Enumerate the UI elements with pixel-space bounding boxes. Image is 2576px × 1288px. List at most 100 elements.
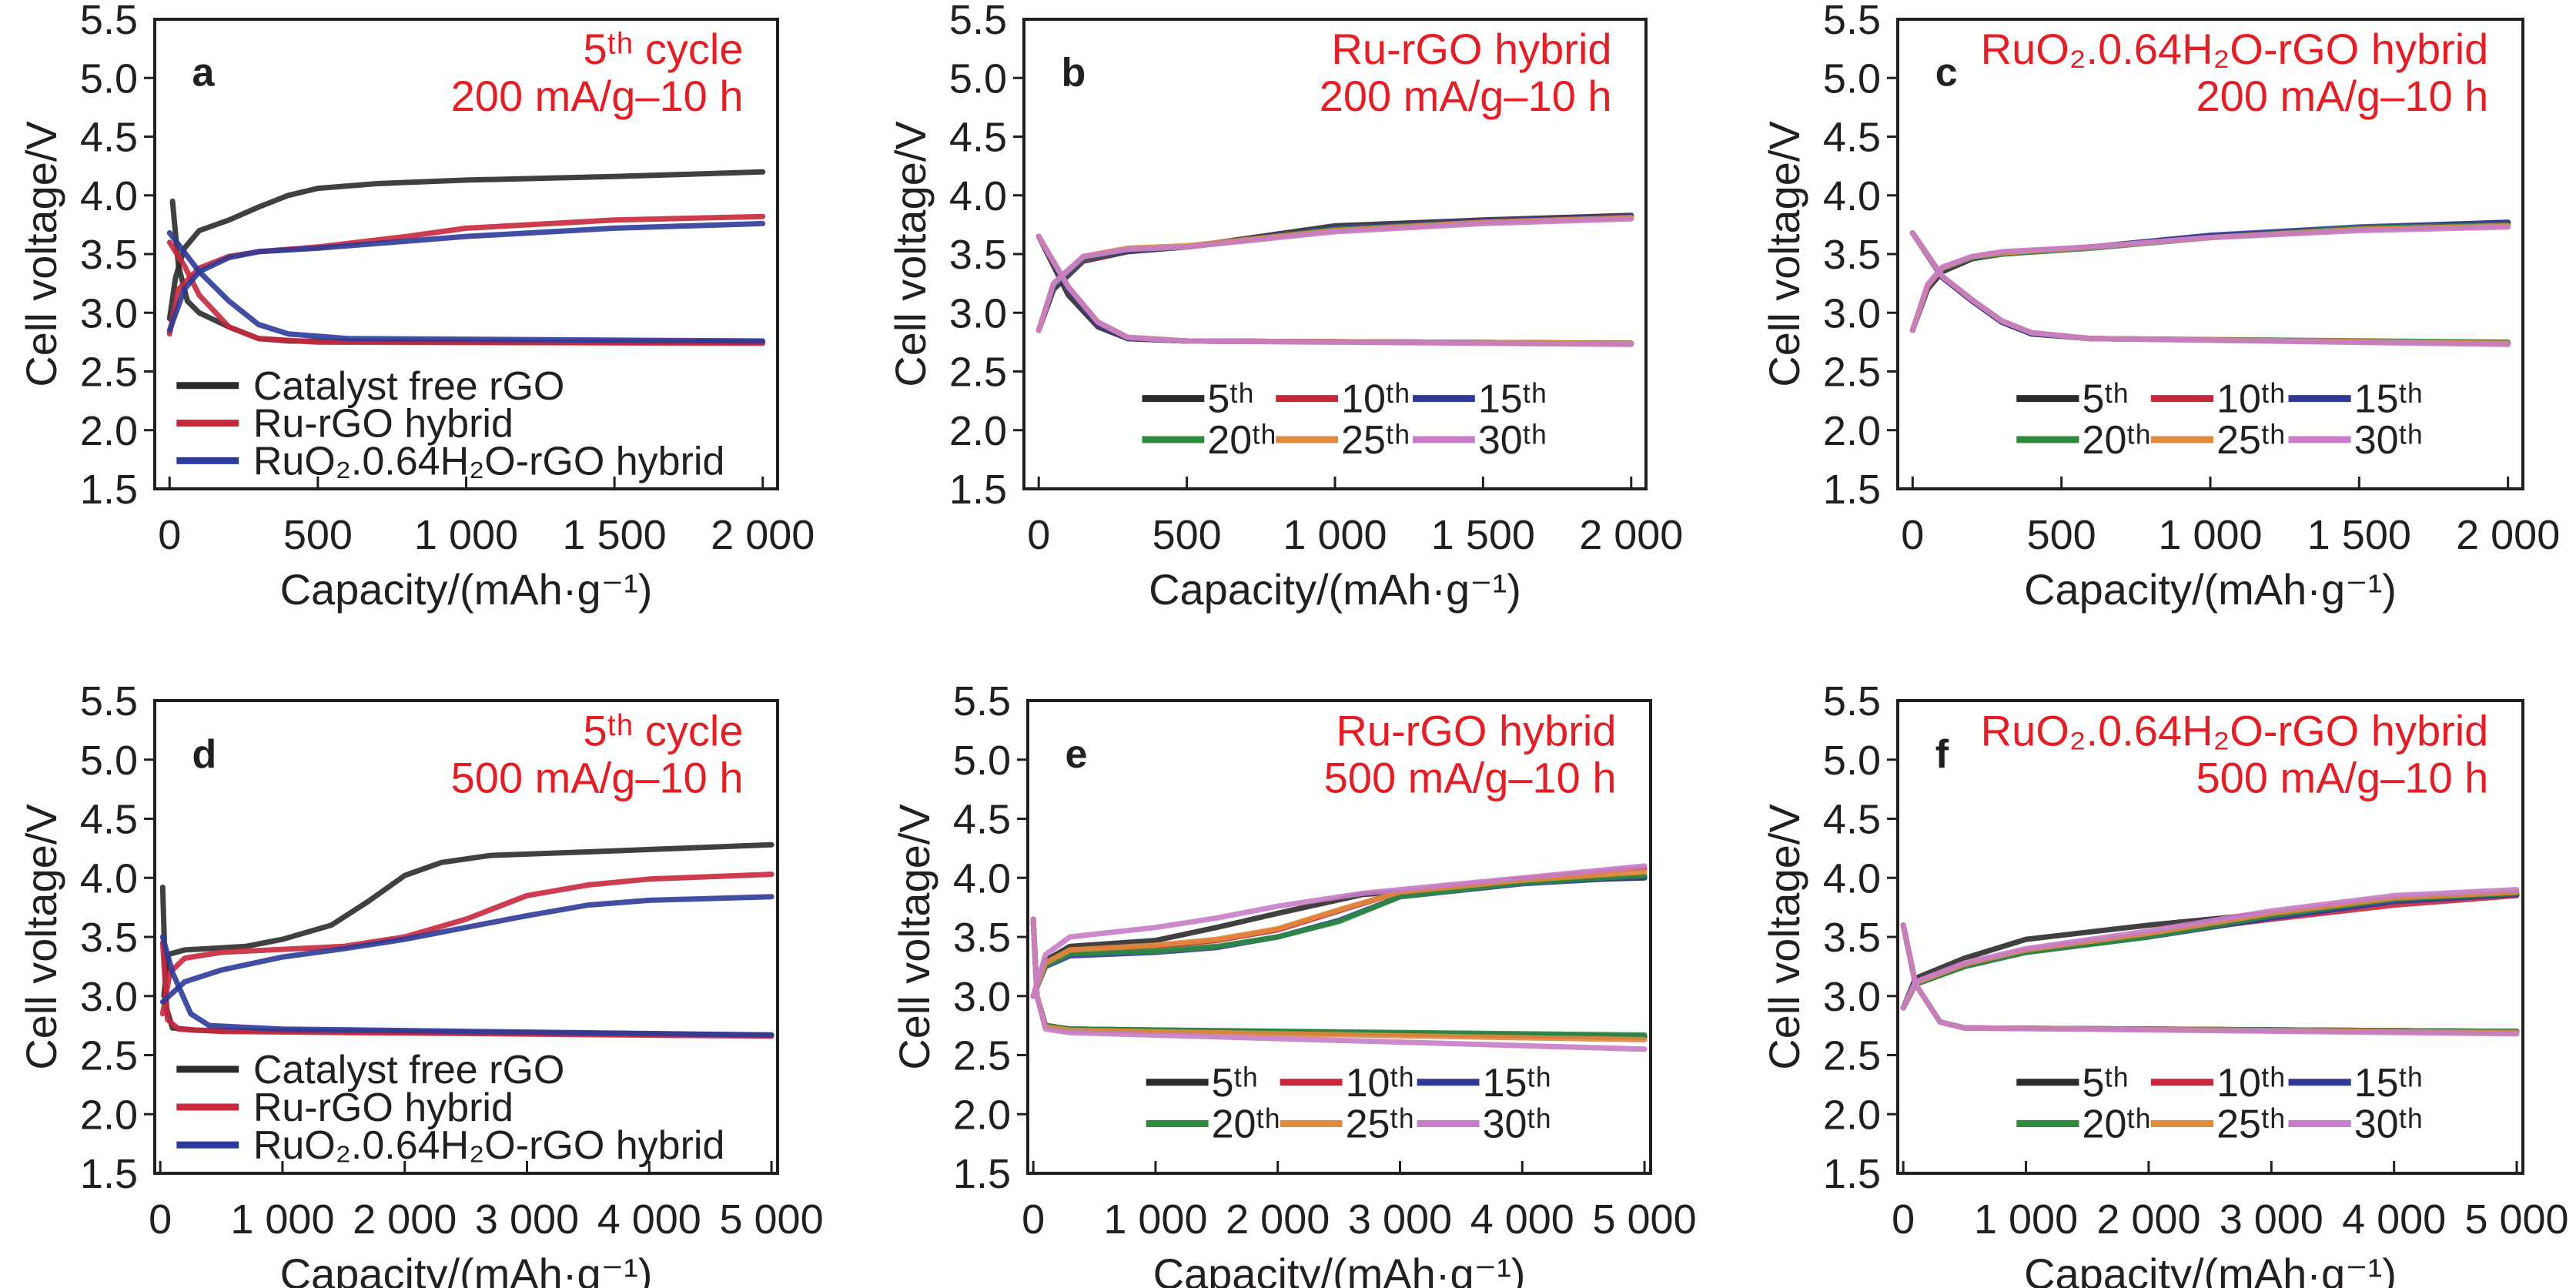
y-tick-label: 2.0 [953,1092,1011,1138]
series-line-charge [166,169,766,322]
panel-title-line: 200 mA/g–10 h [1320,72,1612,120]
x-tick-label: 1 000 [2158,512,2262,558]
panel-title-line: 200 mA/g–10 h [2196,72,2488,120]
legend-label: RuO₂.0.64H₂O-rGO hybrid [253,439,725,483]
series-line-charge [1900,887,2520,1011]
series-line-charge [161,841,774,999]
x-tick-label: 1 000 [1103,1196,1207,1243]
x-tick-label: 1 500 [1431,512,1535,558]
y-axis-title: Cell voltage/V [1760,804,1808,1070]
y-tick-label: 3.0 [949,290,1007,336]
series-line-discharge [1030,916,1648,1052]
y-axis-title: Cell voltage/V [886,121,935,387]
series-line-charge [1035,215,1634,333]
y-tick-label: 2.0 [80,1092,138,1138]
x-tick-label: 500 [1153,512,1222,558]
series-line-charge [159,894,774,1005]
y-tick-label: 2.0 [80,408,138,454]
series-line-discharge [1030,916,1648,1042]
legend-label: 5ᵗʰ [1207,377,1253,422]
panel-title-line: Ru-rGO hybrid [1336,706,1616,754]
x-tick-label: 0 [1027,512,1050,558]
series-line-charge [1900,892,2520,1011]
legend-label: Catalyst free rGO [253,364,565,409]
y-tick-label: 3.5 [949,232,1007,278]
panel-f: 1.5 2.0 2.5 3.0 3.5 4.0 4.5 5.0 5.5 0 1 000 2 000 3 … [1760,678,2569,1288]
series-line-charge [1035,216,1634,333]
y-tick-label: 2.5 [80,350,138,396]
y-tick-label: 1.5 [953,1151,1011,1197]
y-tick-label: 5.5 [80,678,138,724]
legend-label: 10ᵗʰ [1341,377,1410,422]
y-tick-label: 2.5 [953,1033,1011,1079]
panel-e: 1.5 2.0 2.5 3.0 3.5 4.0 4.5 5.0 5.5 0 1 000 2 000 3 … [890,678,1697,1288]
y-tick-label: 1.5 [1823,1151,1881,1197]
y-tick-label: 4.0 [80,173,138,219]
series-line-discharge [1900,922,2520,1035]
y-tick-label: 2.0 [1823,1092,1881,1138]
panel-title-line: 500 mA/g–10 h [451,754,744,802]
panel-d: 1.5 2.0 2.5 3.0 3.5 4.0 4.5 5.0 5.5 0 1 000 2 000 3 … [17,678,824,1288]
x-tick-label: 500 [2027,512,2096,558]
panel-title-line: 500 mA/g–10 h [2196,754,2488,802]
y-tick-label: 4.0 [953,855,1011,902]
legend-label: 30ᵗʰ [1478,418,1547,463]
y-tick-label: 5.0 [1823,55,1881,102]
y-tick-label: 5.0 [80,738,138,784]
series-line-charge [1909,222,2511,333]
x-tick-label: 0 [158,512,181,558]
y-tick-label: 5.0 [949,55,1007,102]
legend-label: 20ᵗʰ [2083,418,2151,463]
x-axis-title: Capacity/(mAh·g⁻¹) [280,565,653,614]
plot-frame [1022,18,1648,490]
plot-frame [1896,18,2524,490]
x-tick-label: 1 000 [1283,512,1387,558]
legend-label: 5ᵗʰ [2083,1061,2129,1106]
legend-label: 20ᵗʰ [1207,418,1276,463]
y-tick-label: 3.5 [953,915,1011,961]
y-tick-label: 4.5 [949,115,1007,161]
legend-label: 25ᵗʰ [2216,418,2285,463]
y-axis-title: Cell voltage/V [1760,121,1808,387]
y-axis-title: Cell voltage/V [17,804,65,1070]
x-tick-label: 1 000 [1974,1196,2078,1243]
x-tick-label: 3 000 [1348,1196,1452,1243]
series-line-discharge [159,934,774,1038]
x-tick-label: 0 [149,1196,172,1243]
series-line-discharge [166,230,766,344]
x-tick-label: 4 000 [597,1196,701,1243]
panel-letter: f [1935,732,1949,777]
y-tick-label: 2.0 [1823,408,1881,454]
series-line-charge [1900,892,2520,1011]
x-tick-label: 4 000 [2342,1196,2446,1243]
x-tick-label: 2 000 [711,512,815,558]
series-line-charge [1030,872,1648,999]
panel-title-line: RuO₂.0.64H₂O-rGO hybrid [1981,25,2489,73]
legend-label: 15ᵗʰ [2354,377,2423,422]
y-tick-label: 3.0 [1823,290,1881,336]
legend-label: Catalyst free rGO [253,1048,565,1092]
legend-label: 25ᵗʰ [2216,1102,2285,1147]
x-tick-label: 1 500 [563,512,667,558]
y-tick-label: 4.0 [949,173,1007,219]
legend-label: 25ᵗʰ [1341,418,1410,463]
panel-title-line: Ru-rGO hybrid [1331,25,1611,73]
x-axis-title: Capacity/(mAh·g⁻¹) [2024,1250,2397,1288]
x-tick-label: 500 [283,512,353,558]
x-axis-title: Capacity/(mAh·g⁻¹) [1153,1250,1526,1288]
plot-frame [1026,699,1652,1175]
y-tick-label: 3.0 [80,290,138,336]
series-line-discharge [1035,233,1634,347]
legend-label: 10ᵗʰ [2216,377,2285,422]
legend-label: 30ᵗʰ [2354,418,2423,463]
x-axis-title: Capacity/(mAh·g⁻¹) [2024,565,2397,614]
series-line-charge [1030,863,1648,999]
series-line-charge [166,220,766,333]
x-tick-label: 5 000 [2464,1196,2568,1243]
legend-label: 30ᵗʰ [1483,1102,1551,1147]
y-tick-label: 5.5 [953,678,1011,724]
y-axis-title: Cell voltage/V [890,804,938,1070]
legend-label: 30ᵗʰ [2354,1102,2423,1147]
x-tick-label: 5 000 [1592,1196,1696,1243]
